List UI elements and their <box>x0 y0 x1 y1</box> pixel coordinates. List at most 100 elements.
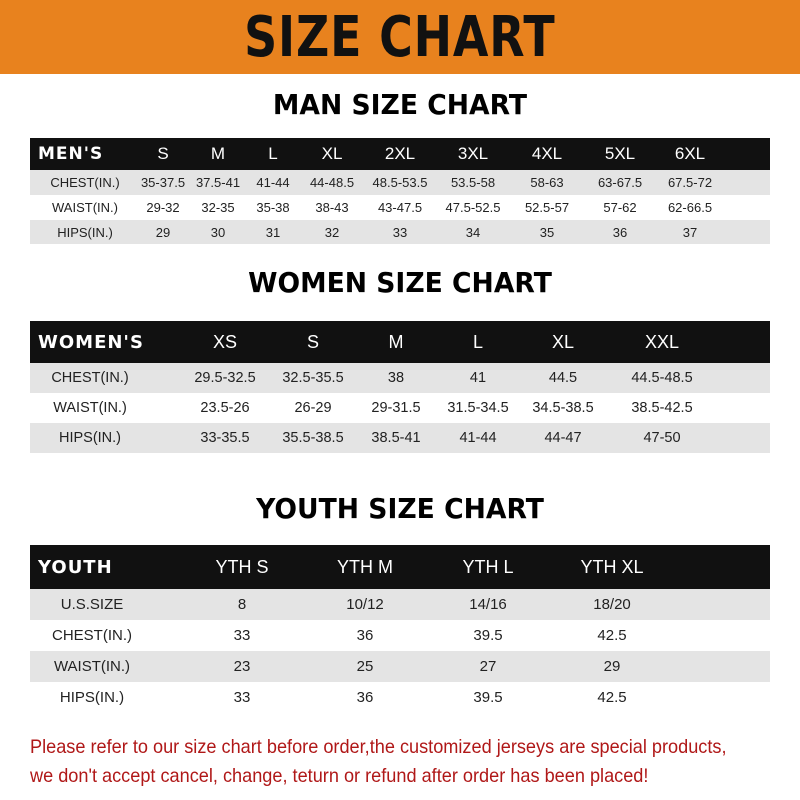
row-label: CHEST(IN.) <box>52 627 132 644</box>
table-row: WAIST(IN.) 29-32 32-35 35-38 38-43 43-47.5 47.… <box>30 195 770 220</box>
men-chart-title: MAN SIZE CHART <box>272 88 528 121</box>
value-cell: 29 <box>603 658 621 675</box>
youth-size-table: YOUTH YTH S YTH M YTH L YTH XL U.S.SIZE 8 10/12… <box>30 545 770 713</box>
women-size-table: WOMEN'S XS S M L XL XXL CHEST(IN.) 29.5-32.5 32.5… <box>30 321 770 453</box>
value-cell: 44-47 <box>544 430 582 446</box>
table-header-row: MEN'S S M L XL 2XL 3XL 4XL 5XL 6XL <box>30 138 770 170</box>
table-title-cell: YOUTH <box>38 556 113 578</box>
value-cell: 18/20 <box>593 596 631 613</box>
size-header: 6XL <box>674 144 706 163</box>
table-title-cell: WOMEN'S <box>38 331 144 353</box>
row-label: WAIST(IN.) <box>53 400 127 416</box>
size-header: YTH L <box>462 556 514 577</box>
banner-title: SIZE CHART <box>244 4 556 70</box>
value-cell: 53.5-58 <box>450 175 496 190</box>
table-row: CHEST(IN.) 33 36 39.5 42.5 <box>30 620 770 651</box>
value-cell: 34 <box>465 224 481 240</box>
size-header: M <box>388 331 404 352</box>
size-header: XXL <box>644 331 680 352</box>
value-cell: 32-35 <box>201 200 235 215</box>
value-cell: 29-31.5 <box>371 400 421 416</box>
women-chart-title: WOMEN SIZE CHART <box>248 266 552 299</box>
value-cell: 38.5-42.5 <box>631 400 693 416</box>
value-cell: 39.5 <box>473 627 503 644</box>
value-cell: 41-44 <box>459 430 497 446</box>
row-label: HIPS(IN.) <box>57 224 113 240</box>
size-header: L <box>472 331 484 352</box>
value-cell: 33 <box>233 627 251 644</box>
value-cell: 8 <box>237 596 247 613</box>
value-cell: 36 <box>356 689 374 706</box>
value-cell: 38.5-41 <box>371 430 421 446</box>
value-cell: 62-66.5 <box>667 200 713 215</box>
row-label: CHEST(IN.) <box>51 370 129 386</box>
value-cell: 34.5-38.5 <box>532 400 594 416</box>
value-cell: 57-62 <box>603 200 637 215</box>
size-header: S <box>306 331 320 352</box>
value-cell: 31.5-34.5 <box>447 400 509 416</box>
size-chart-banner: SIZE CHART <box>0 0 800 74</box>
table-row: U.S.SIZE 8 10/12 14/16 18/20 <box>30 589 770 620</box>
value-cell: 36 <box>356 627 374 644</box>
value-cell: 10/12 <box>346 596 384 613</box>
value-cell: 38 <box>387 370 405 386</box>
size-header: XS <box>212 331 238 352</box>
row-label: HIPS(IN.) <box>58 430 122 446</box>
value-cell: 27 <box>479 658 497 675</box>
youth-chart-title: YOUTH SIZE CHART <box>256 492 544 525</box>
size-header: XL <box>551 331 575 352</box>
value-cell: 39.5 <box>473 689 503 706</box>
table-row: WAIST(IN.) 23 25 27 29 <box>30 651 770 682</box>
value-cell: 67.5-72 <box>667 175 713 190</box>
size-header: 2XL <box>384 144 416 163</box>
value-cell: 52.5-57 <box>524 200 570 215</box>
value-cell: 30 <box>210 224 226 240</box>
value-cell: 47-50 <box>643 430 681 446</box>
value-cell: 23 <box>233 658 251 675</box>
size-header: YTH M <box>337 556 393 577</box>
table-row: CHEST(IN.) 29.5-32.5 32.5-35.5 38 41 44.5 44.5… <box>30 363 770 393</box>
value-cell: 29.5-32.5 <box>194 370 256 386</box>
value-cell: 25 <box>356 658 374 675</box>
value-cell: 37.5-41 <box>195 175 241 190</box>
value-cell: 32.5-35.5 <box>282 370 344 386</box>
value-cell: 48.5-53.5 <box>372 175 428 190</box>
size-header: 4XL <box>531 144 563 163</box>
value-cell: 44-48.5 <box>309 175 355 190</box>
value-cell: 43-47.5 <box>377 200 423 215</box>
table-title-cell: MEN'S <box>38 144 104 164</box>
value-cell: 41-44 <box>256 175 290 190</box>
table-row: WAIST(IN.) 23.5-26 26-29 29-31.5 31.5-34.5 34… <box>30 393 770 423</box>
table-header-row: YOUTH YTH S YTH M YTH L YTH XL <box>30 545 770 589</box>
value-cell: 36 <box>612 224 628 240</box>
row-label: CHEST(IN.) <box>50 175 120 190</box>
value-cell: 58-63 <box>530 175 564 190</box>
value-cell: 35-37.5 <box>140 175 186 190</box>
note-line-1: Please refer to our size chart before or… <box>30 736 727 758</box>
table-header-row: WOMEN'S XS S M L XL XXL <box>30 321 770 363</box>
value-cell: 38-43 <box>315 200 349 215</box>
row-label: HIPS(IN.) <box>59 689 125 706</box>
size-header: S <box>157 144 169 163</box>
value-cell: 42.5 <box>597 689 627 706</box>
value-cell: 29-32 <box>146 200 180 215</box>
value-cell: 26-29 <box>294 400 332 416</box>
value-cell: 44.5 <box>548 370 578 386</box>
value-cell: 33-35.5 <box>200 430 250 446</box>
value-cell: 29 <box>155 224 171 240</box>
value-cell: 32 <box>324 224 340 240</box>
value-cell: 35 <box>539 224 555 240</box>
size-header: M <box>210 144 226 163</box>
row-label: U.S.SIZE <box>60 596 124 613</box>
value-cell: 23.5-26 <box>200 400 250 416</box>
table-row: HIPS(IN.) 33-35.5 35.5-38.5 38.5-41 41-44 44-… <box>30 423 770 453</box>
size-header: L <box>268 144 278 163</box>
value-cell: 37 <box>682 224 698 240</box>
size-header: 5XL <box>604 144 636 163</box>
order-note: Please refer to our size chart before or… <box>30 733 737 791</box>
value-cell: 63-67.5 <box>597 175 643 190</box>
table-row: CHEST(IN.) 35-37.5 37.5-41 41-44 44-48.5 48.5… <box>30 170 770 195</box>
value-cell: 42.5 <box>597 627 627 644</box>
men-size-table: MEN'S S M L XL 2XL 3XL 4XL 5XL 6XL CHEST(IN.) 35-37… <box>30 138 770 244</box>
table-row: HIPS(IN.) 33 36 39.5 42.5 <box>30 682 770 713</box>
